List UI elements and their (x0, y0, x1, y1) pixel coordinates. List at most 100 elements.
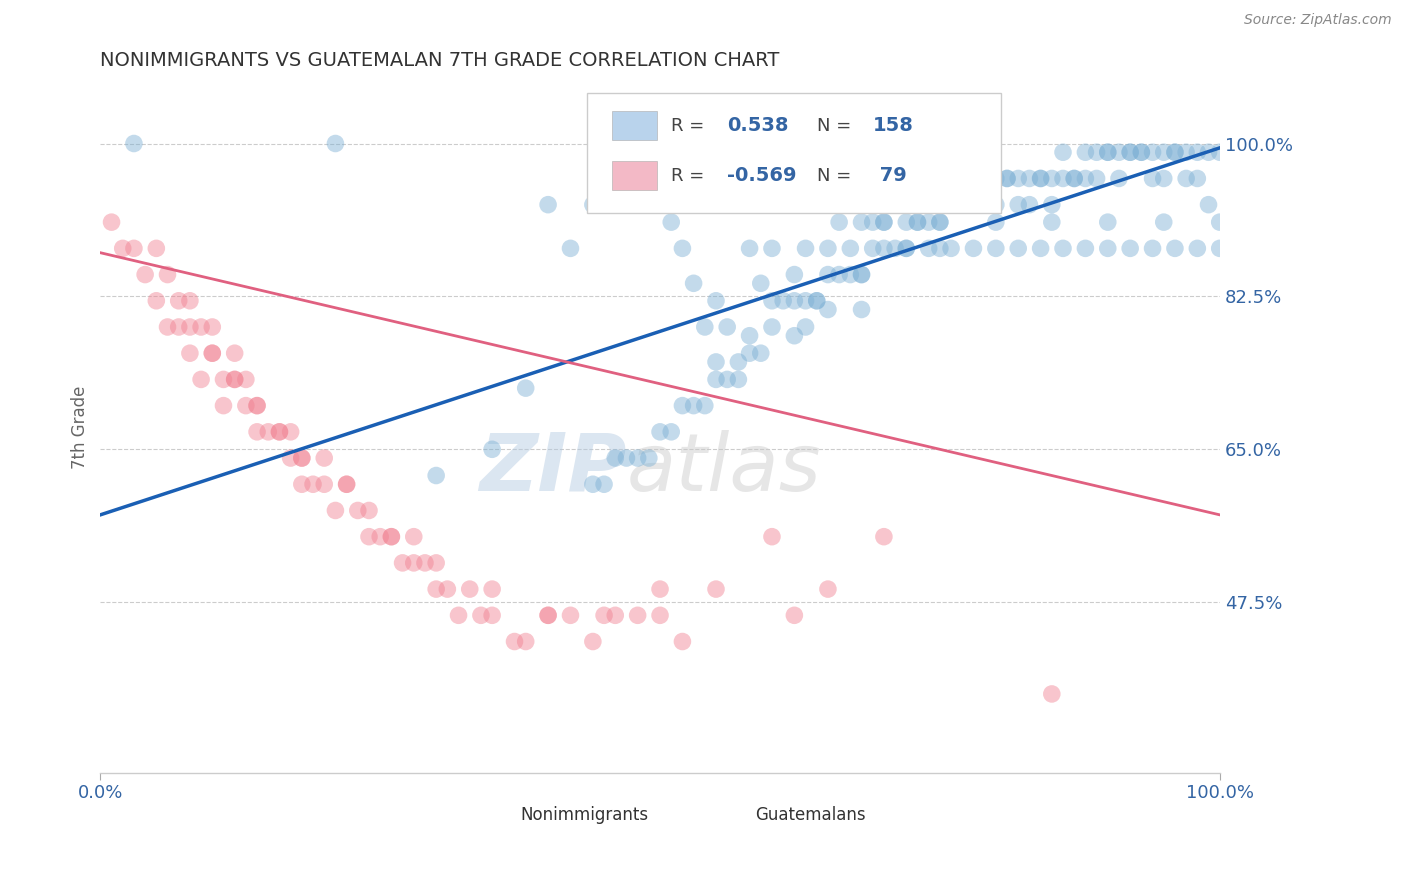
Point (1029, 171, 1052, 186)
Point (593, 608, 616, 623)
Point (357, 503, 380, 517)
Point (806, 293, 828, 308)
Point (896, 215, 918, 229)
Point (582, 634, 605, 648)
Point (346, 503, 368, 517)
Text: -0.569: -0.569 (727, 166, 797, 185)
Point (537, 608, 560, 623)
Point (851, 215, 873, 229)
Text: R =: R = (671, 117, 710, 135)
Point (738, 328, 761, 343)
Point (659, 215, 682, 229)
Point (1187, 145, 1209, 160)
Point (134, 268, 156, 282)
Point (907, 215, 929, 229)
Point (716, 372, 738, 386)
Point (1040, 197, 1063, 211)
Point (503, 634, 526, 648)
Point (145, 293, 167, 308)
Point (368, 530, 391, 544)
Point (884, 241, 907, 255)
Point (582, 197, 605, 211)
Point (560, 241, 582, 255)
Point (1164, 241, 1187, 255)
Point (167, 320, 190, 334)
Point (280, 451, 302, 466)
Point (794, 320, 817, 334)
Point (873, 530, 896, 544)
Point (962, 197, 984, 211)
Point (761, 241, 783, 255)
Point (280, 425, 302, 439)
Point (749, 277, 772, 291)
Point (212, 399, 235, 413)
Point (1052, 241, 1074, 255)
Point (704, 355, 727, 369)
Point (907, 215, 929, 229)
Point (783, 328, 806, 343)
Point (817, 582, 839, 596)
Point (939, 197, 962, 211)
Point (973, 197, 995, 211)
Point (648, 145, 671, 160)
Text: R =: R = (671, 167, 710, 185)
Point (828, 215, 851, 229)
Point (212, 372, 235, 386)
Point (928, 215, 950, 229)
Point (783, 293, 806, 308)
Point (749, 346, 772, 360)
Point (862, 241, 884, 255)
Point (918, 215, 941, 229)
Point (851, 302, 873, 317)
Point (939, 197, 962, 211)
Point (928, 215, 950, 229)
Point (179, 346, 201, 360)
Point (648, 425, 671, 439)
Text: 0.538: 0.538 (727, 116, 789, 136)
Point (659, 425, 682, 439)
Point (380, 530, 402, 544)
Point (727, 372, 749, 386)
Point (1097, 145, 1119, 160)
Point (246, 399, 269, 413)
Point (481, 442, 503, 457)
Point (1142, 171, 1164, 186)
Point (1153, 145, 1175, 160)
Point (291, 451, 314, 466)
Point (605, 171, 627, 186)
Point (224, 372, 246, 386)
Point (637, 451, 659, 466)
Point (862, 215, 884, 229)
Point (616, 451, 638, 466)
Point (179, 293, 201, 308)
Point (851, 268, 873, 282)
Point (828, 268, 851, 282)
Point (1130, 145, 1153, 160)
Point (950, 197, 973, 211)
Point (627, 451, 650, 466)
Point (1130, 145, 1153, 160)
Point (190, 320, 212, 334)
Point (1175, 145, 1198, 160)
Point (1018, 197, 1040, 211)
Point (918, 197, 941, 211)
FancyBboxPatch shape (612, 161, 657, 190)
Point (269, 425, 291, 439)
Point (1209, 215, 1232, 229)
Point (201, 320, 224, 334)
Point (1052, 145, 1074, 160)
Point (817, 171, 839, 186)
Point (156, 320, 179, 334)
Point (1007, 171, 1029, 186)
Point (704, 293, 727, 308)
Point (1029, 241, 1052, 255)
Point (425, 582, 447, 596)
Point (325, 136, 347, 151)
Point (1063, 171, 1085, 186)
Point (761, 530, 783, 544)
FancyBboxPatch shape (470, 805, 509, 824)
FancyBboxPatch shape (612, 112, 657, 140)
Point (1074, 145, 1097, 160)
Point (1074, 241, 1097, 255)
Point (973, 197, 995, 211)
